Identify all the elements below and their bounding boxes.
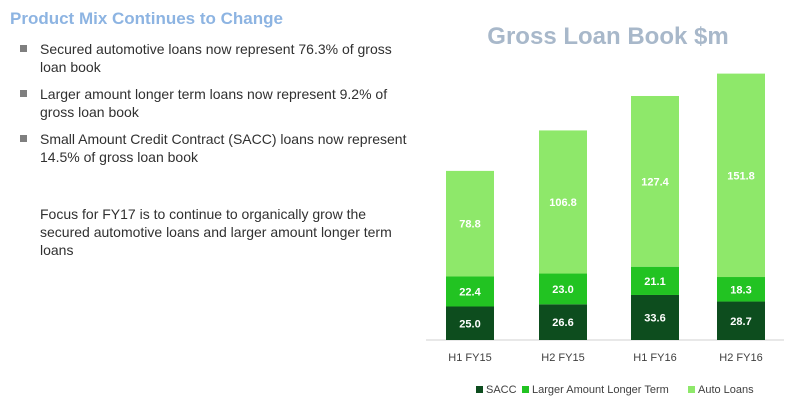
bullet-text: Small Amount Credit Contract (SACC) loan… [40,131,407,165]
category-label: H2 FY16 [719,352,762,364]
legend-swatch [476,386,483,393]
data-label: 25.0 [459,318,480,330]
bullet-list: Secured automotive loans now represent 7… [20,40,410,175]
data-label: 106.8 [549,197,577,209]
category-label: H2 FY15 [541,352,584,364]
bar-segment [717,73,765,278]
bar-segment [539,304,587,340]
legend-swatch [688,386,695,393]
category-label: H1 FY15 [448,352,491,364]
focus-paragraph: Focus for FY17 is to continue to organic… [40,206,392,258]
data-label: 21.1 [644,276,665,288]
bars-group: 25.0 22.4 78.8 26.6 23.0 106.8 33.6 21.1 127.4 28… [446,73,765,340]
chart-legend: SACC Larger Amount Longer Term Auto Loans [476,384,754,396]
bar-segment [631,294,679,340]
square-bullet-icon [20,90,27,97]
data-label: 28.7 [730,316,751,328]
data-label: 127.4 [641,176,669,188]
data-label: 22.4 [459,286,481,298]
bar-segment [631,95,679,267]
category-label: H1 FY16 [633,352,676,364]
bar-segment [717,301,765,340]
legend-label: Larger Amount Longer Term [532,384,669,396]
chart-title: Gross Loan Book $m [487,23,728,50]
square-bullet-icon [20,45,27,52]
category-labels: H1 FY15 H2 FY15 H1 FY16 H2 FY16 [448,352,762,364]
bullet-text: Secured automotive loans now represent 7… [40,41,392,75]
data-label: 151.8 [727,170,755,182]
bar-segment [539,130,587,274]
page-heading: Product Mix Continues to Change [10,9,283,28]
legend-label: Auto Loans [698,384,754,396]
square-bullet-icon [20,135,27,142]
bar-segment [446,276,494,307]
bar-segment [539,273,587,305]
data-label: 78.8 [459,219,480,231]
legend-swatch [522,386,529,393]
bar-segment [631,266,679,295]
bar-segment [717,277,765,302]
bullet-item: Small Amount Credit Contract (SACC) loan… [20,130,410,166]
data-label: 23.0 [552,284,573,296]
bar-segment [446,306,494,340]
bullet-item: Larger amount longer term loans now repr… [20,85,410,121]
data-label: 33.6 [644,312,665,324]
legend-label: SACC [486,384,517,396]
data-label: 18.3 [730,284,751,296]
bar-segment [446,170,494,277]
bullet-text: Larger amount longer term loans now repr… [40,86,388,120]
data-label: 26.6 [552,317,573,329]
bullet-item: Secured automotive loans now represent 7… [20,40,410,76]
